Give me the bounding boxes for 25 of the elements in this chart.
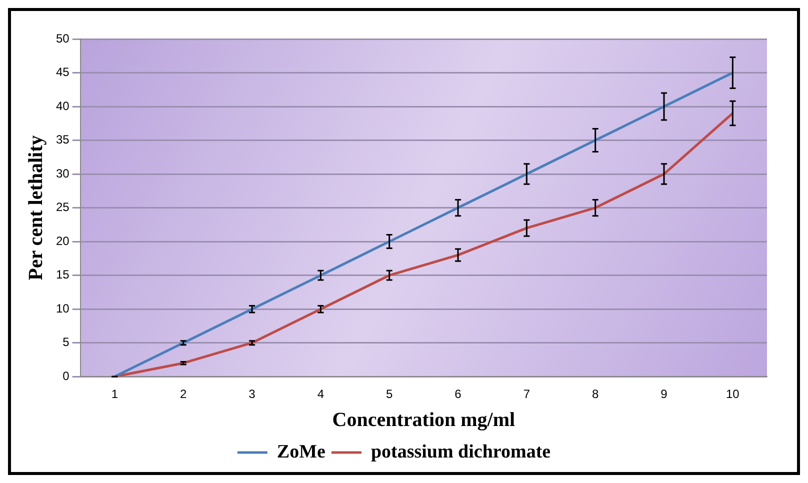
y-axis-title: Per cent lethality <box>25 135 48 280</box>
y-tick-label: 30 <box>56 166 70 180</box>
y-tick-label: 0 <box>62 368 70 383</box>
y-tick-label: 40 <box>56 98 70 113</box>
y-tick-label: 35 <box>56 132 70 147</box>
y-tick-label: 25 <box>56 200 70 214</box>
y-tick-label: 10 <box>56 301 70 316</box>
x-tick-label: 3 <box>248 387 256 402</box>
y-tick-label: 45 <box>56 65 70 80</box>
x-tick-label: 2 <box>180 387 187 402</box>
y-tick-label: 20 <box>56 234 70 248</box>
y-tick-label: 15 <box>56 268 70 282</box>
legend-label: potassium dichromate <box>370 441 551 462</box>
x-tick-label: 9 <box>660 387 668 402</box>
x-tick-label: 1 <box>111 387 118 402</box>
x-tick-label: 10 <box>726 387 740 402</box>
x-tick-label: 5 <box>386 387 393 402</box>
y-tick-label: 50 <box>56 31 70 46</box>
x-tick-label: 7 <box>523 387 530 402</box>
legend-label: ZoMe <box>276 441 326 462</box>
x-tick-label: 4 <box>317 387 324 402</box>
x-axis-title: Concentration mg/ml <box>332 409 516 432</box>
x-tick-label: 6 <box>454 387 462 402</box>
x-tick-label: 8 <box>592 387 599 402</box>
y-tick-label: 5 <box>62 335 70 350</box>
